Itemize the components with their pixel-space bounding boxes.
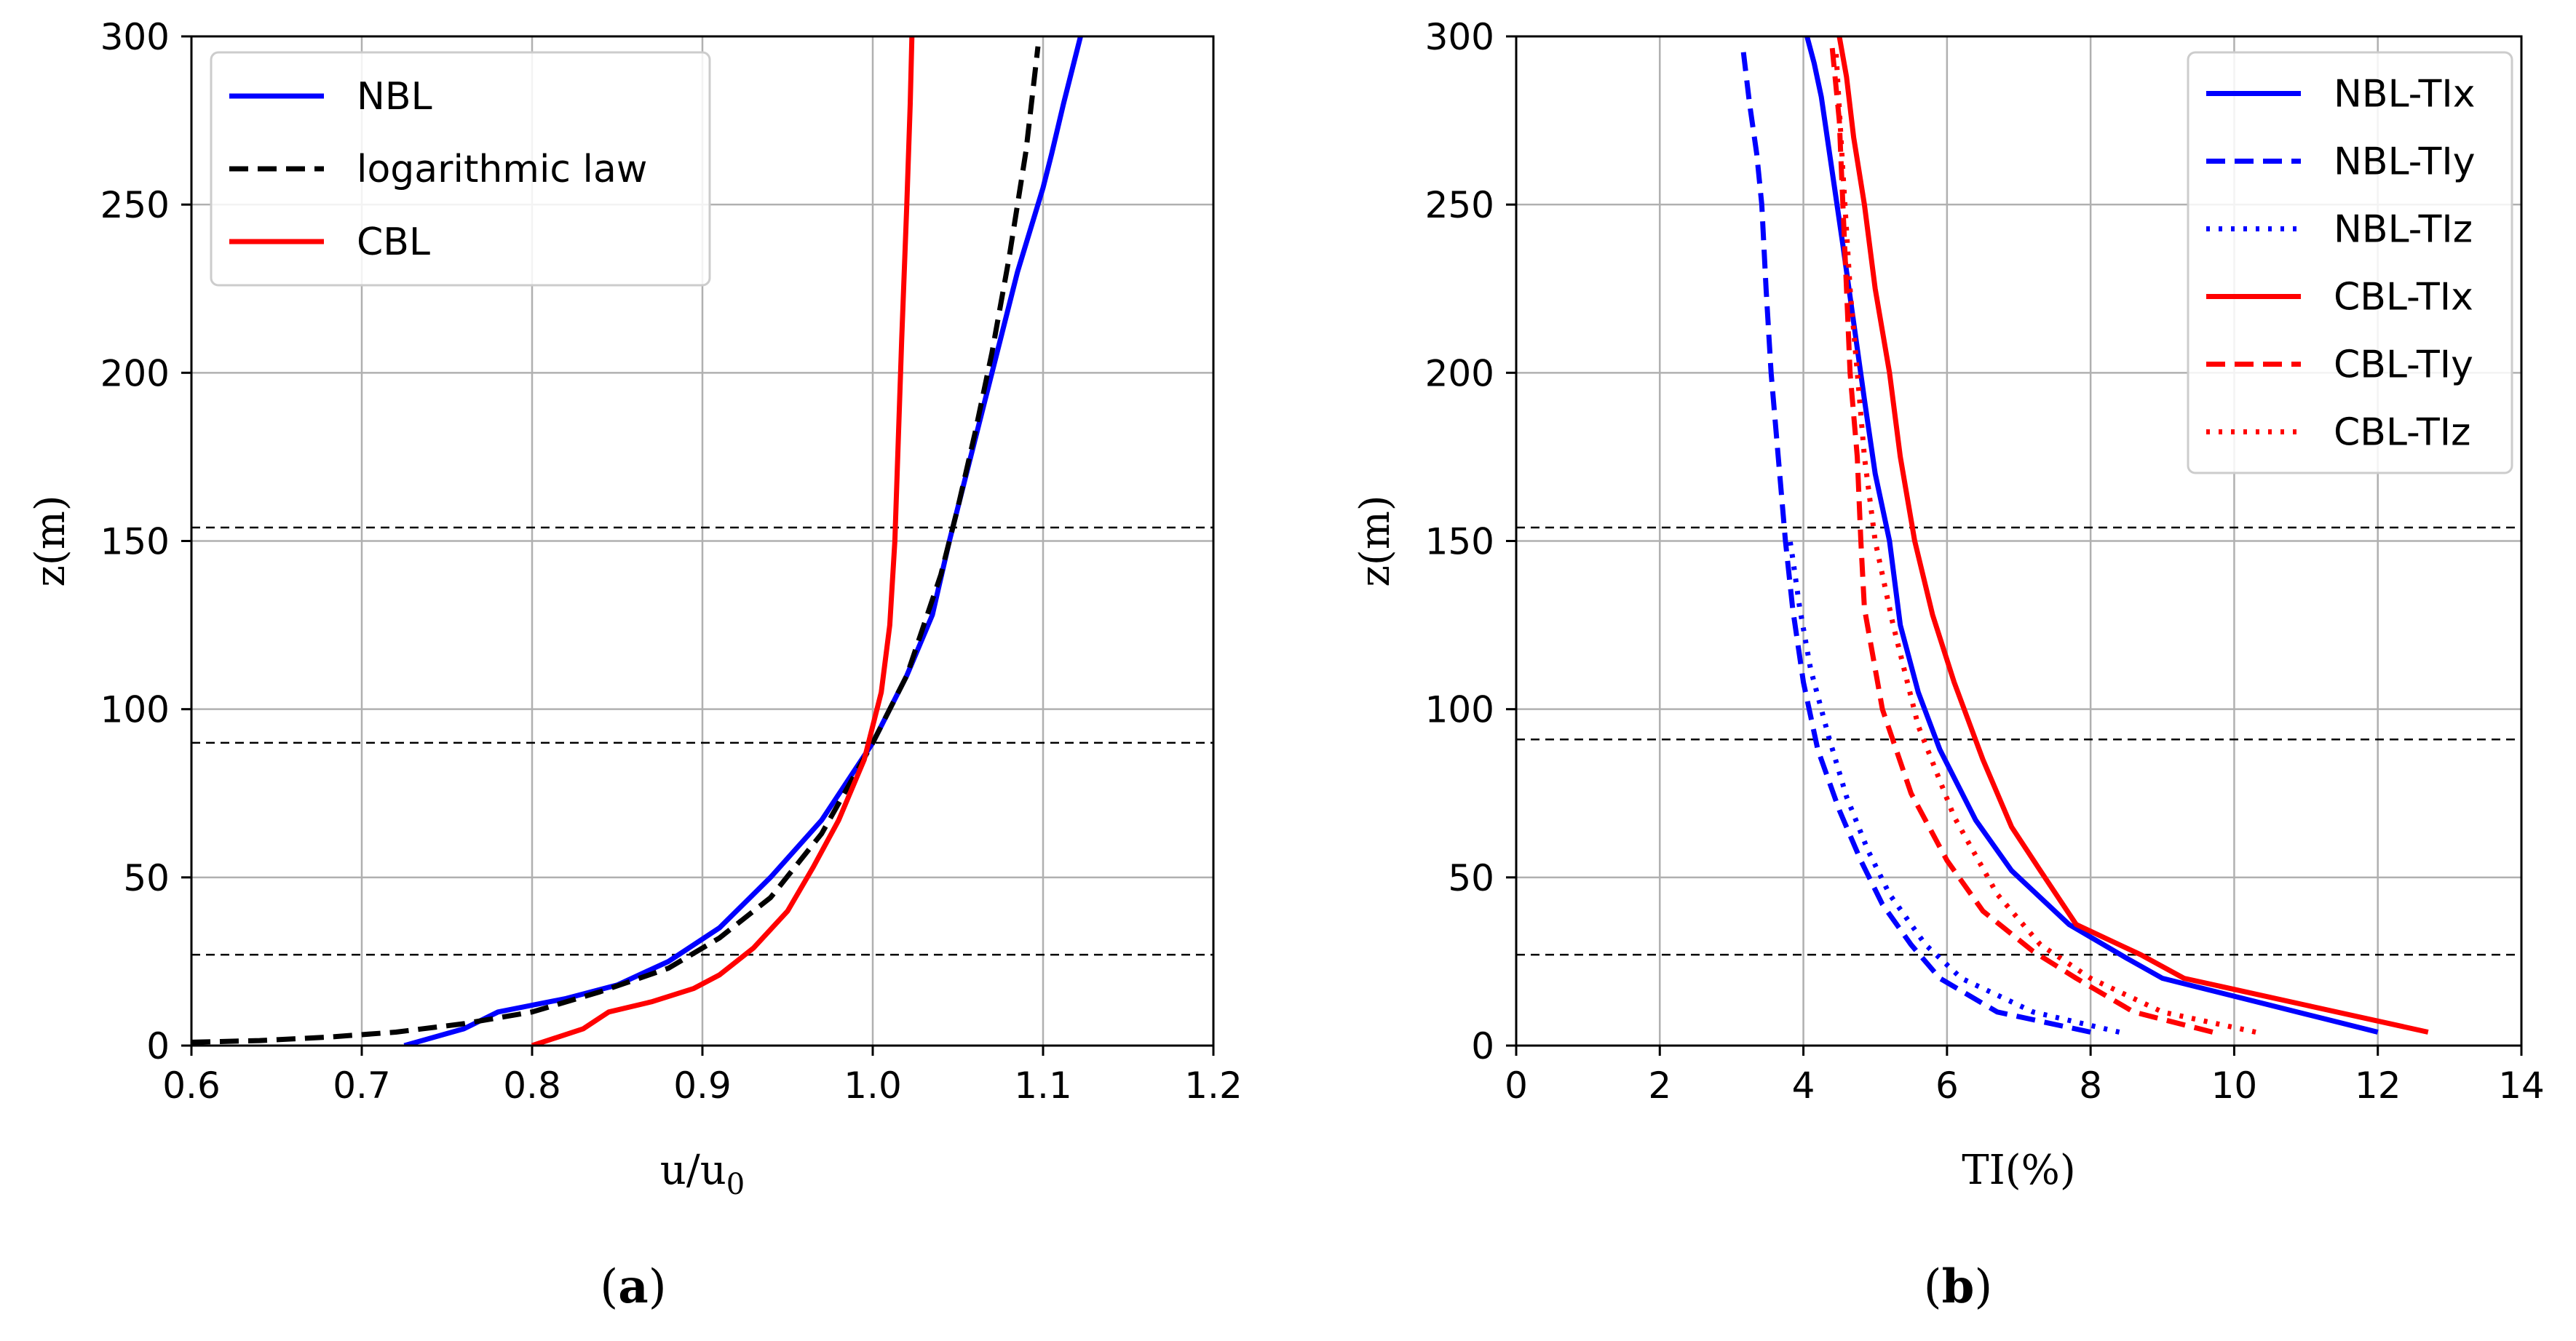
panel-a: 0.6 0.7 0.8 0.9 1.0 1.1 1.2 0 50 100 150 200 250 300 u…: [27, 16, 1243, 1314]
x-axis-title-main: u/u: [660, 1147, 726, 1194]
x-axis-title-main: TI(%): [1962, 1147, 2075, 1194]
y-tick-label: 50: [123, 857, 170, 899]
y-tick-label: 150: [100, 521, 170, 563]
panel-label-open-paren: (: [600, 1260, 618, 1314]
y-tick-label: 100: [1425, 689, 1494, 731]
legend-label: NBL-TIx: [2334, 73, 2476, 116]
x-tick-label: 6: [1935, 1065, 1959, 1107]
legend-label: CBL-TIy: [2334, 343, 2473, 387]
x-axis-title: TI(%): [1962, 1147, 2075, 1194]
legend-label: CBL: [357, 220, 430, 264]
x-tick-label: 0.8: [503, 1065, 561, 1107]
legend-label: NBL: [357, 75, 432, 119]
y-tick-label: 200: [100, 352, 170, 394]
y-tick-label: 0: [1471, 1025, 1494, 1067]
x-tick-label: 14: [2498, 1065, 2545, 1107]
x-tick-label: 0.7: [333, 1065, 391, 1107]
y-tick-label: 100: [100, 689, 170, 731]
x-tick-label: 1.2: [1184, 1065, 1243, 1107]
y-tick-label: 200: [1425, 352, 1494, 394]
panel-b: 0 2 4 6 8 10 12 14 0 50 100 150 200 250 300 TI(%) z(m) NB…: [1352, 16, 2545, 1314]
series-line-cbl: [531, 36, 915, 1046]
series-line-nbl-tiy: [1740, 42, 2091, 1035]
legend-label: logarithmic law: [357, 148, 647, 191]
panel-label-letter: a: [618, 1260, 648, 1314]
panel-label-letter: b: [1942, 1260, 1975, 1314]
panel-label-close-paren: ): [1974, 1260, 1992, 1314]
legend-label: CBL-TIx: [2334, 276, 2473, 319]
legend: NBL-TIx NBL-TIy NBL-TIz CBL-TIx CBL-TIy CBL-T…: [2187, 51, 2513, 474]
panel-label: (a): [600, 1260, 666, 1314]
y-tick-label: 250: [100, 184, 170, 226]
y-tick-label: 50: [1448, 857, 1494, 899]
legend-label: CBL-TIz: [2334, 411, 2470, 455]
x-tick-label: 4: [1792, 1065, 1815, 1107]
y-tick-label: 150: [1425, 521, 1494, 563]
x-axis-title: u/u0: [660, 1147, 745, 1201]
y-axis-title: z(m): [1352, 495, 1399, 586]
panel-label-close-paren: ): [649, 1260, 667, 1314]
x-tick-label: 10: [2211, 1065, 2258, 1107]
legend-box: [210, 51, 711, 287]
legend-label: NBL-TIy: [2334, 140, 2476, 184]
x-tick-label: 8: [2079, 1065, 2102, 1107]
legend: NBL logarithmic law CBL: [210, 51, 711, 287]
x-tick-label: 0.9: [673, 1065, 732, 1107]
series-line-nbl-tix: [1804, 36, 2379, 1035]
series-line-cbl-tix: [1836, 36, 2429, 1035]
panel-label-open-paren: (: [1924, 1260, 1942, 1314]
x-tick-label: 2: [1648, 1065, 1671, 1107]
y-tick-label: 250: [1425, 184, 1494, 226]
x-tick-label: 1.0: [844, 1065, 902, 1107]
y-axis-title: z(m): [27, 495, 74, 586]
y-tick-label: 300: [100, 16, 170, 58]
panel-label: (b): [1924, 1260, 1993, 1314]
x-axis-title-subscript: 0: [726, 1168, 745, 1201]
series-line-cbl-tiz: [1833, 46, 2256, 1035]
x-tick-label: 0: [1505, 1065, 1528, 1107]
y-tick-label: 300: [1425, 16, 1494, 58]
series-line-logarithmic-law: [191, 46, 1041, 1045]
legend-label: NBL-TIz: [2334, 208, 2473, 252]
x-tick-label: 0.6: [162, 1065, 221, 1107]
y-tick-label: 0: [146, 1025, 170, 1067]
legend-box: [2187, 51, 2513, 474]
x-tick-label: 1.1: [1014, 1065, 1072, 1107]
x-tick-label: 12: [2355, 1065, 2401, 1107]
series-line-cbl-tiy: [1829, 46, 2214, 1035]
